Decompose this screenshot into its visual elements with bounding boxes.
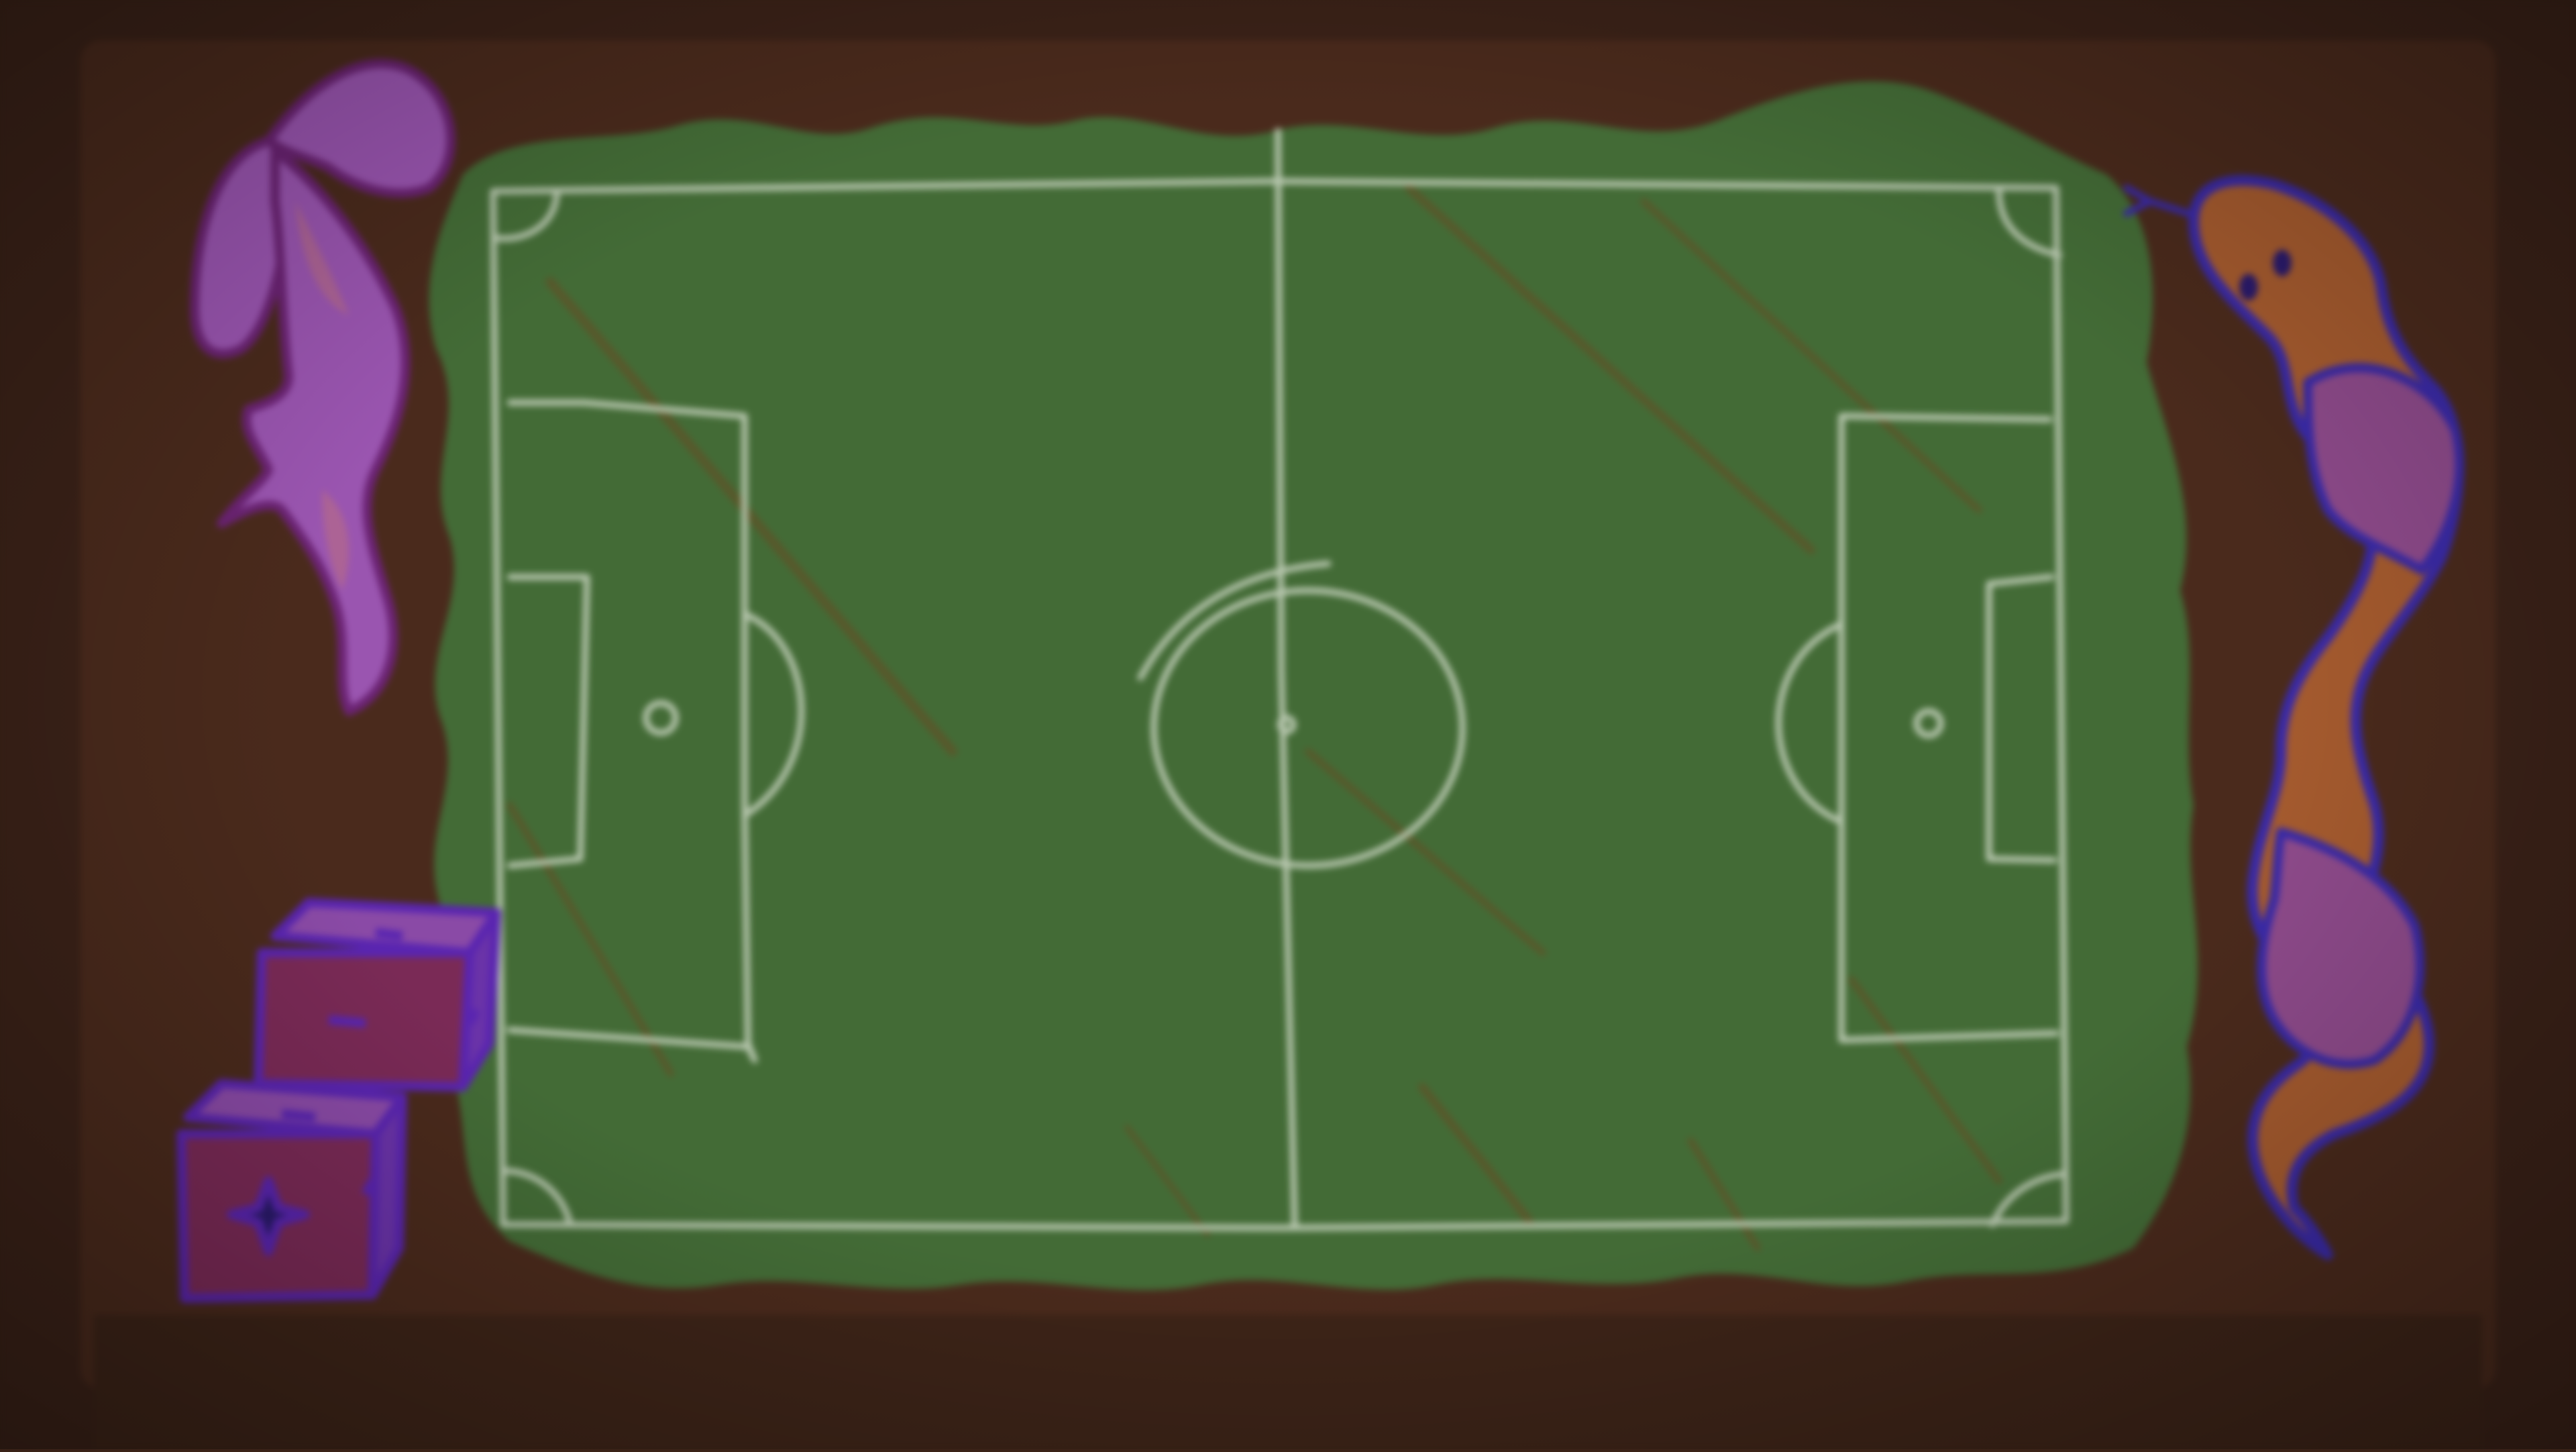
board-bottom-rail (94, 1315, 2482, 1449)
snake-eye-left (2239, 274, 2258, 301)
right-penalty-area (1838, 413, 2059, 1043)
dice-icon (176, 898, 501, 1303)
snake-icon (2123, 174, 2465, 1260)
die-side-pip (465, 1007, 481, 1026)
corner-arc-top-left (493, 188, 560, 242)
die-top-pip-2 (281, 1109, 316, 1122)
left-penalty-arc (741, 611, 804, 819)
left-penalty-spot (643, 700, 679, 736)
grass-patch (429, 81, 2198, 1290)
right-penalty-arc (1775, 621, 1845, 825)
ribbon-bow-icon (190, 58, 456, 716)
die-top-pip (375, 928, 403, 941)
center-circle (1150, 587, 1466, 869)
right-penalty-spot (1913, 708, 1944, 739)
die-star-pip (227, 1176, 310, 1256)
corner-arc-bottom-left (501, 1168, 574, 1228)
die-front-pip (328, 1015, 366, 1028)
pitch-boundary (490, 178, 2070, 1231)
grass-stripes (506, 184, 2002, 1251)
corner-arc-top-right (1996, 188, 2063, 258)
left-goal-area (506, 574, 590, 869)
snake-eye-right (2273, 250, 2292, 276)
pitch-markings (490, 127, 2070, 1231)
halfway-line (1275, 127, 1298, 1231)
right-goal-area (1986, 574, 2057, 864)
corner-arc-bottom-right (1989, 1171, 2066, 1228)
die-side-pip-2 (361, 1178, 377, 1197)
left-penalty-area (506, 399, 758, 1064)
center-spot (1277, 715, 1297, 735)
